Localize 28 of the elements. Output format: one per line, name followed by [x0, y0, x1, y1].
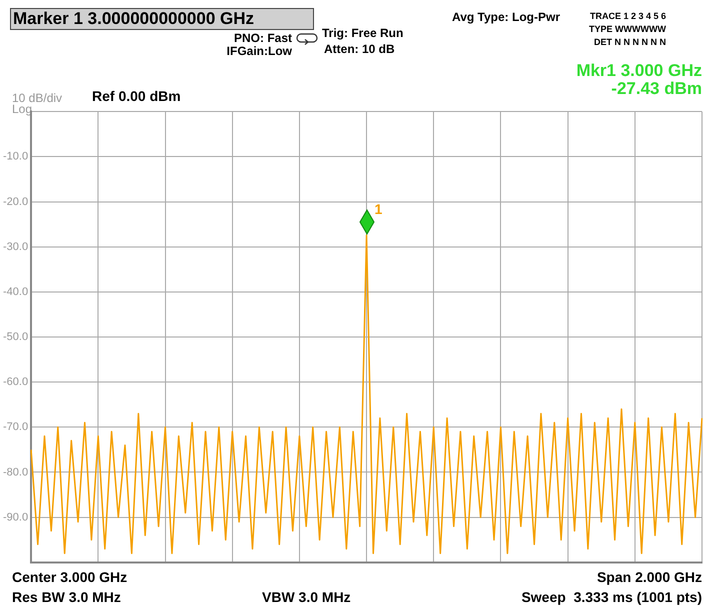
y-tick-label: -60.0	[2, 376, 28, 388]
text: Res BW 3.0 MHz	[12, 589, 121, 605]
y-tick-label: -10.0	[2, 150, 28, 163]
annotation: 1	[374, 201, 382, 218]
text: Sweep 3.333 ms (1001 pts)	[520, 589, 702, 605]
text: VBW 3.0 MHz	[262, 589, 351, 605]
text: IFGain:Low	[226, 44, 292, 58]
text: Center 3.000 GHz	[12, 569, 128, 585]
text: TYPE WWWWWW	[588, 24, 666, 34]
y-tick-label: -30.0	[2, 240, 28, 253]
text: Atten: 10 dB	[324, 42, 395, 56]
text: Mkr1 3.000 GHz	[575, 61, 702, 81]
text: 10 dB/div	[12, 91, 62, 105]
y-tick-label: -90.0	[2, 511, 28, 524]
chart-title: Marker 1 3.000000000000 GHz	[10, 8, 314, 30]
y-tick-label: -40.0	[2, 286, 28, 298]
y-tick-label: -70.0	[2, 421, 28, 434]
text: Avg Type: Log-Pwr	[452, 10, 560, 24]
text: Ref 0.00 dBm	[92, 88, 181, 104]
y-tick-label: -50.0	[2, 331, 28, 344]
text: Trig: Free Run	[322, 26, 404, 40]
text: Span 2.000 GHz	[596, 569, 702, 585]
text: PNO: Fast	[232, 31, 292, 45]
y-tick-label: -20.0	[2, 196, 28, 208]
text: TRACE 1 2 3 4 5 6	[588, 11, 666, 21]
y-tick-label: -80.0	[2, 466, 28, 478]
text: -27.43 dBm	[610, 79, 702, 99]
text: DET N N N N N N	[593, 37, 666, 47]
